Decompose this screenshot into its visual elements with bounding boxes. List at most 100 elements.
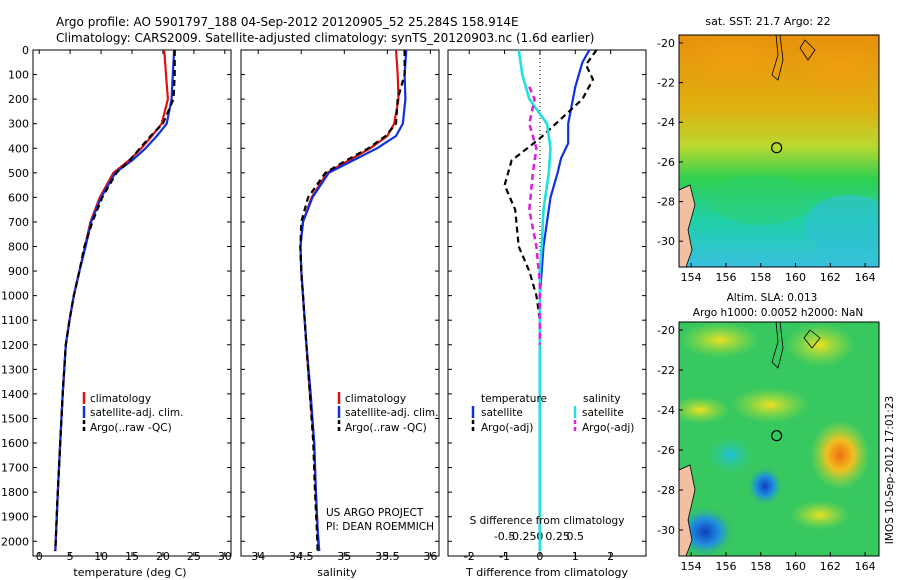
- coastline-australia: [679, 464, 696, 556]
- x-tick-label: 25: [187, 550, 201, 563]
- longitude-tick-label: 164: [855, 560, 876, 573]
- s-tick-label: -0.5: [494, 530, 515, 543]
- depth-tick-label: 700: [8, 216, 29, 229]
- depth-tick-label: 1500: [1, 412, 29, 425]
- latitude-tick-label: -20: [657, 37, 675, 50]
- sla-latitude-axis: -20 -22 -24 -26 -28 -30: [657, 324, 683, 537]
- depth-tick-label: 600: [8, 191, 29, 204]
- difference-depth-ticks: [448, 49, 646, 542]
- depth-tick-label: 1100: [1, 314, 29, 327]
- longitude-tick-label: 162: [820, 560, 841, 573]
- longitude-tick-label: 156: [715, 560, 736, 573]
- x-tick-label: 35.5: [375, 550, 400, 563]
- latitude-tick-label: -20: [657, 324, 675, 337]
- salinity-series: [299, 49, 408, 552]
- pi-annotation: PI: DEAN ROEMMICH: [326, 521, 434, 533]
- legend-temperature-title: temperature: [481, 393, 547, 405]
- depth-tick-label: 1200: [1, 339, 29, 352]
- float-location-marker: [771, 430, 783, 442]
- latitude-tick-label: -28: [657, 484, 675, 497]
- sst-map-frame: [678, 34, 880, 268]
- legend-t-argo-label: Argo(-adj): [481, 422, 533, 434]
- salinity-difference-label: S difference from climatology: [470, 515, 625, 527]
- x-tick-label: 0: [536, 550, 543, 563]
- legend-argo-label: Argo(..raw -QC): [90, 422, 172, 434]
- depth-tick-label: 400: [8, 142, 29, 155]
- imos-timestamp: IMOS 10-Sep-2012 17:01:23: [884, 396, 896, 544]
- salinity-panel: 34 34.5 35 35.5 36 salinity climatology sate…: [240, 49, 440, 579]
- x-tick-label: -2: [464, 550, 475, 563]
- salinity-plot-frame: [240, 49, 440, 557]
- latitude-tick-label: -22: [657, 364, 675, 377]
- coastline-islands: [799, 39, 816, 61]
- temperature-plot-frame: [32, 49, 232, 557]
- series-line-satellite: [299, 49, 408, 552]
- sst-map: sat. SST: 21.7 Argo: 22 -20-22-24-26-28-…: [657, 15, 880, 284]
- latitude-tick-label: -30: [657, 235, 675, 248]
- sla-map-title-line2: Argo h1000: 0.0052 h2000: NaN: [693, 307, 863, 319]
- sst-longitude-axis: 154 156 158 160 162 164: [681, 263, 876, 284]
- legend-satellite-label: satellite-adj. clim.: [345, 407, 438, 419]
- figure-title-line2: Climatology: CARS2009. Satellite-adjuste…: [56, 31, 594, 45]
- depth-tick-label: 1700: [1, 462, 29, 475]
- legend-s-argo-label: Argo(-adj): [582, 422, 634, 434]
- salinity-axis-label: salinity: [317, 566, 357, 579]
- longitude-tick-label: 154: [681, 560, 702, 573]
- float-location-marker: [771, 142, 783, 154]
- depth-tick-label: 800: [8, 241, 29, 254]
- project-annotation: US ARGO PROJECT: [326, 507, 424, 519]
- sla-longitude-axis: 154 156 158 160 162 164: [681, 552, 876, 573]
- salinity-x-axis: 34 34.5 35 35.5 36: [251, 50, 437, 563]
- temperature-difference-label: T difference from climatology: [465, 566, 628, 579]
- sst-map-title: sat. SST: 21.7 Argo: 22: [705, 15, 830, 28]
- x-tick-label: 34: [251, 550, 265, 563]
- s-tick-label: -0.25: [508, 530, 536, 543]
- depth-tick-label: 500: [8, 167, 29, 180]
- temperature-panel: 0100200300400500600700800900100011001200…: [1, 44, 232, 579]
- depth-tick-label: 200: [8, 93, 29, 106]
- depth-tick-label: 100: [8, 69, 29, 82]
- depth-tick-label: 900: [8, 265, 29, 278]
- sst-latitude-axis: -20 -22 -24 -26 -28 -30: [657, 37, 683, 248]
- legend-t-satellite-label: satellite: [481, 407, 523, 419]
- legend-s-satellite-label: satellite: [582, 407, 624, 419]
- x-tick-label: 36: [423, 550, 437, 563]
- legend-climatology-label: climatology: [90, 393, 151, 405]
- x-tick-label: 10: [94, 550, 108, 563]
- latitude-tick-label: -24: [657, 404, 675, 417]
- longitude-tick-label: 156: [715, 271, 736, 284]
- x-tick-label: 20: [156, 550, 170, 563]
- latitude-tick-label: -26: [657, 444, 675, 457]
- depth-tick-label: 1600: [1, 437, 29, 450]
- s-tick-label: 0.25: [545, 530, 570, 543]
- coastline-new-caledonia: [771, 322, 784, 369]
- depth-tick-label: 1000: [1, 290, 29, 303]
- x-tick-label: 34.5: [289, 550, 314, 563]
- difference-legend: temperature satellite Argo(-adj) salinit…: [471, 393, 634, 434]
- x-tick-label: 35: [337, 550, 351, 563]
- depth-tick-label: 1300: [1, 363, 29, 376]
- legend-salinity-title: salinity: [583, 393, 621, 405]
- x-tick-label: -1: [499, 550, 510, 563]
- longitude-tick-label: 162: [820, 271, 841, 284]
- depth-tick-label: 1900: [1, 511, 29, 524]
- latitude-tick-label: -22: [657, 77, 675, 90]
- temperature-legend: climatology satellite-adj. clim. Argo(..…: [82, 392, 183, 434]
- depth-tick-label: 1400: [1, 388, 29, 401]
- longitude-tick-label: 160: [785, 271, 806, 284]
- sla-map: Altim. SLA: 0.013 Argo h1000: 0.0052 h20…: [657, 292, 880, 573]
- series-line-argo_s: [527, 86, 542, 345]
- coastline-australia: [679, 184, 696, 267]
- temperature-series: [54, 49, 176, 552]
- depth-axis: 0 100 200 300 400 500 600 700 800 900 1000 1100 1200…: [1, 44, 231, 548]
- s-tick-label: 0.5: [567, 530, 585, 543]
- difference-series: [503, 49, 598, 552]
- depth-tick-label: 0: [22, 44, 29, 57]
- salinity-legend: climatology satellite-adj. clim. Argo(..…: [337, 392, 438, 434]
- temperature-axis-label: temperature (deg C): [73, 566, 186, 579]
- x-tick-label: 5: [67, 550, 74, 563]
- latitude-tick-label: -24: [657, 116, 675, 129]
- x-tick-label: 30: [218, 550, 232, 563]
- latitude-tick-label: -30: [657, 524, 675, 537]
